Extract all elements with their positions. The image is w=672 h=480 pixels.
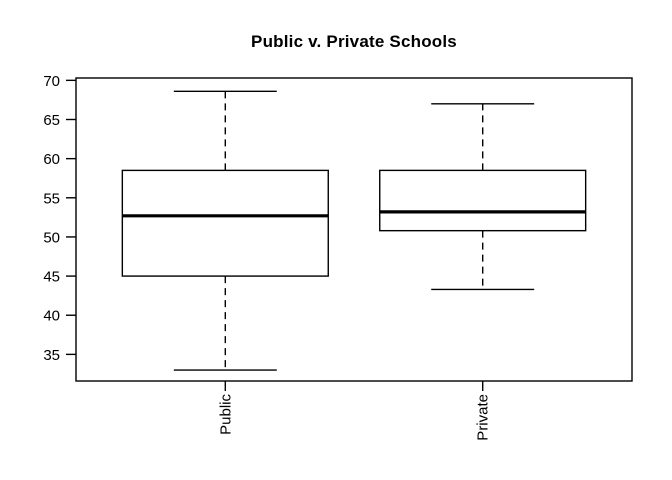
y-tick-label: 70 <box>43 73 60 90</box>
y-tick-label: 60 <box>43 151 60 168</box>
y-tick-label: 65 <box>43 112 60 129</box>
x-tick-label-public: Public <box>217 394 234 435</box>
y-tick-label: 45 <box>43 269 60 286</box>
plot-frame <box>75 77 633 382</box>
y-tick-label: 40 <box>43 308 60 325</box>
y-tick-label: 50 <box>43 229 60 246</box>
iqr-box-private <box>379 169 587 232</box>
y-tick-label: 55 <box>43 190 60 207</box>
chart-title: Public v. Private Schools <box>251 32 457 51</box>
y-tick-label: 35 <box>43 347 60 364</box>
x-tick-label-private: Private <box>475 394 492 441</box>
iqr-box-public <box>121 169 329 277</box>
